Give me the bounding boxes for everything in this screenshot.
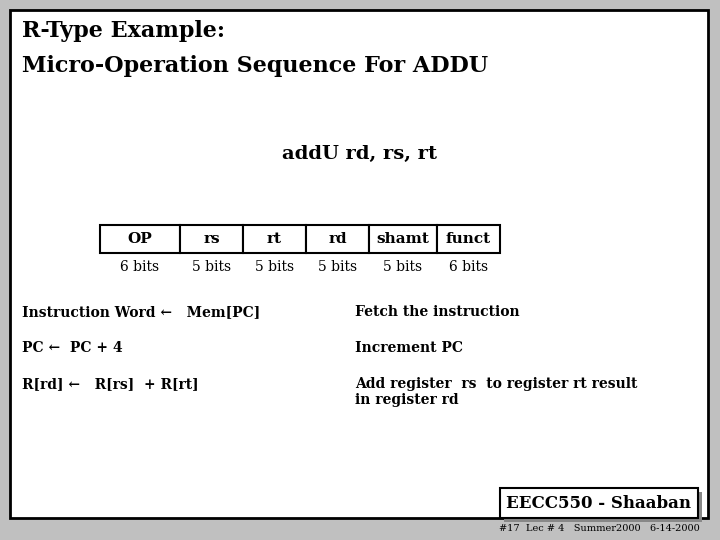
- Text: 5 bits: 5 bits: [318, 260, 357, 274]
- Text: rs: rs: [203, 232, 220, 246]
- Text: 6 bits: 6 bits: [120, 260, 160, 274]
- Text: #17  Lec # 4   Summer2000   6-14-2000: #17 Lec # 4 Summer2000 6-14-2000: [499, 524, 699, 533]
- Bar: [504, 492, 702, 522]
- Text: shamt: shamt: [377, 232, 429, 246]
- Text: EECC550 - Shaaban: EECC550 - Shaaban: [506, 495, 691, 511]
- Bar: [500, 488, 698, 518]
- Text: PC ←  PC + 4: PC ← PC + 4: [22, 341, 122, 355]
- Text: Increment PC: Increment PC: [355, 341, 463, 355]
- Text: OP: OP: [127, 232, 153, 246]
- Text: Instruction Word ←   Mem[PC]: Instruction Word ← Mem[PC]: [22, 305, 260, 319]
- Bar: [180, 225, 243, 253]
- Text: rt: rt: [267, 232, 282, 246]
- Text: rd: rd: [328, 232, 347, 246]
- Bar: [437, 225, 500, 253]
- Text: 5 bits: 5 bits: [192, 260, 231, 274]
- Text: addU rd, rs, rt: addU rd, rs, rt: [282, 145, 438, 163]
- Text: Add register  rs  to register rt result
in register rd: Add register rs to register rt result in…: [355, 377, 637, 407]
- Bar: [369, 225, 437, 253]
- Bar: [243, 225, 306, 253]
- Bar: [100, 225, 180, 253]
- Bar: [306, 225, 369, 253]
- Text: Fetch the instruction: Fetch the instruction: [355, 305, 520, 319]
- Text: Micro-Operation Sequence For ADDU: Micro-Operation Sequence For ADDU: [22, 55, 488, 77]
- Text: 5 bits: 5 bits: [384, 260, 423, 274]
- Text: 6 bits: 6 bits: [449, 260, 488, 274]
- Text: R-Type Example:: R-Type Example:: [22, 20, 225, 42]
- Text: R[rd] ←   R[rs]  + R[rt]: R[rd] ← R[rs] + R[rt]: [22, 377, 199, 391]
- Text: 5 bits: 5 bits: [255, 260, 294, 274]
- Text: funct: funct: [446, 232, 491, 246]
